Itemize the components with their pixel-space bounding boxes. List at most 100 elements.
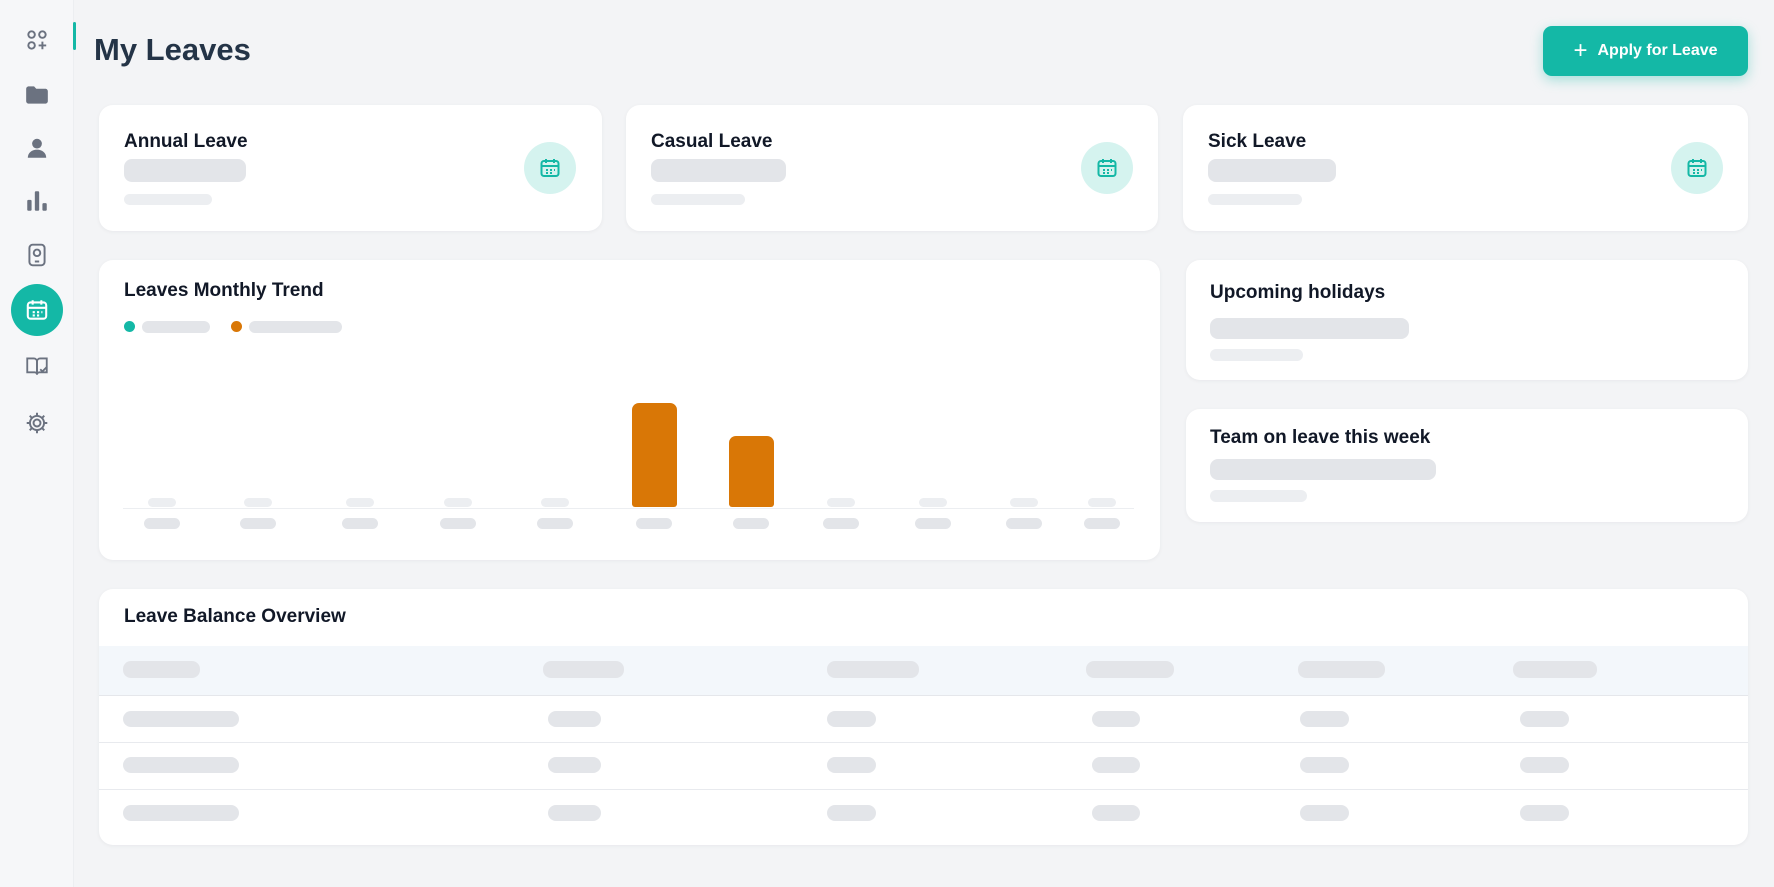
table-cell-placeholder	[1300, 757, 1349, 773]
table-header-cell-placeholder	[1298, 661, 1385, 678]
table-cell-placeholder	[1300, 711, 1349, 727]
calendar-icon	[26, 300, 48, 320]
user-icon	[27, 138, 47, 158]
apply-for-leave-button[interactable]: + Apply for Leave	[1543, 26, 1748, 76]
sidebar-item-library[interactable]	[11, 340, 63, 392]
annual-leave-value-placeholder	[124, 159, 246, 182]
legend-dot-series-2	[231, 321, 242, 332]
sick-leave-card[interactable]: Sick Leave	[1183, 105, 1748, 231]
book-icon	[26, 357, 48, 375]
x-tick-placeholder	[823, 518, 859, 529]
sick-leave-subtext-placeholder	[1208, 194, 1302, 205]
x-tick-placeholder	[915, 518, 951, 529]
table-cell-placeholder	[827, 757, 876, 773]
chart-bar[interactable]	[728, 436, 774, 507]
calendar-icon	[1097, 159, 1117, 177]
table-cell-placeholder	[1520, 805, 1569, 821]
table-cell-placeholder	[548, 757, 601, 773]
sick-leave-value-placeholder	[1208, 159, 1336, 182]
plus-icon: +	[1573, 37, 1588, 64]
casual-leave-subtext-placeholder	[651, 194, 745, 205]
table-header-cell-placeholder	[827, 661, 919, 678]
table-cell-placeholder	[1300, 805, 1349, 821]
sidebar-item-device[interactable]	[11, 229, 63, 281]
leave-balance-overview-card: Leave Balance Overview	[99, 589, 1748, 845]
x-tick-placeholder	[537, 518, 573, 529]
upcoming-holidays-title: Upcoming holidays	[1210, 282, 1386, 303]
sick-leave-icon-badge	[1671, 142, 1723, 194]
team-placeholder-line	[1210, 459, 1436, 480]
calendar-icon	[1687, 159, 1707, 177]
x-tick-placeholder	[1084, 518, 1120, 529]
annual-leave-icon-badge	[524, 142, 576, 194]
sidebar-item-files[interactable]	[11, 69, 63, 121]
holiday-placeholder-subline	[1210, 349, 1303, 361]
team-on-leave-title: Team on leave this week	[1210, 427, 1431, 448]
chart-value-placeholder	[827, 498, 855, 507]
table-header-cell-placeholder	[1513, 661, 1597, 678]
table-cell-placeholder	[827, 805, 876, 821]
sick-leave-title: Sick Leave	[1208, 131, 1307, 152]
leaves-monthly-trend-card: Leaves Monthly Trend	[99, 260, 1160, 560]
page-title: My Leaves	[94, 32, 251, 67]
device-icon	[28, 243, 46, 267]
table-cell-placeholder	[1092, 757, 1140, 773]
sidebar-item-profile[interactable]	[11, 122, 63, 174]
legend-dot-series-1	[124, 321, 135, 332]
sidebar-item-apps[interactable]	[11, 14, 63, 66]
leave-balance-overview-title: Leave Balance Overview	[124, 606, 346, 627]
chart-value-placeholder	[1010, 498, 1038, 507]
table-cell-placeholder	[1520, 757, 1569, 773]
leaves-monthly-trend-title: Leaves Monthly Trend	[124, 280, 324, 301]
legend-label-placeholder-1	[142, 321, 210, 333]
team-placeholder-subline	[1210, 490, 1307, 502]
x-tick-placeholder	[733, 518, 769, 529]
casual-leave-icon-badge	[1081, 142, 1133, 194]
table-header-cell-placeholder	[543, 661, 624, 678]
x-tick-placeholder	[240, 518, 276, 529]
table-row-label-placeholder	[123, 757, 239, 773]
calendar-icon	[540, 159, 560, 177]
chart-value-placeholder	[541, 498, 569, 507]
apply-for-leave-label: Apply for Leave	[1597, 42, 1718, 59]
casual-leave-value-placeholder	[651, 159, 786, 182]
sidebar-item-leaves[interactable]	[11, 284, 63, 336]
sidebar-item-settings[interactable]	[11, 397, 63, 449]
casual-leave-card[interactable]: Casual Leave	[626, 105, 1158, 231]
apps-add-icon	[27, 30, 47, 50]
x-tick-placeholder	[342, 518, 378, 529]
chart-value-placeholder	[148, 498, 176, 507]
table-cell-placeholder	[827, 711, 876, 727]
x-tick-placeholder	[636, 518, 672, 529]
chart-value-placeholder	[1088, 498, 1116, 507]
table-row-divider	[99, 789, 1748, 790]
chart-bar[interactable]	[631, 403, 677, 507]
table-cell-placeholder	[548, 805, 601, 821]
table-cell-placeholder	[1520, 711, 1569, 727]
table-cell-placeholder	[1092, 711, 1140, 727]
chart-value-placeholder	[244, 498, 272, 507]
sidebar-item-reports[interactable]	[11, 175, 63, 227]
table-cell-placeholder	[548, 711, 601, 727]
annual-leave-card[interactable]: Annual Leave	[99, 105, 602, 231]
holiday-placeholder-line	[1210, 318, 1409, 339]
sidebar-active-indicator	[73, 22, 76, 50]
x-tick-placeholder	[440, 518, 476, 529]
sidebar	[0, 0, 74, 887]
table-row-label-placeholder	[123, 805, 239, 821]
balance-table-header	[99, 646, 1748, 696]
chart-value-placeholder	[444, 498, 472, 507]
annual-leave-title: Annual Leave	[124, 131, 248, 152]
legend-label-placeholder-2	[249, 321, 342, 333]
annual-leave-subtext-placeholder	[124, 194, 212, 205]
table-row-label-placeholder	[123, 711, 239, 727]
table-header-cell-placeholder	[1086, 661, 1174, 678]
chart-x-axis	[123, 508, 1134, 509]
table-header-cell-placeholder	[123, 661, 200, 678]
upcoming-holidays-card: Upcoming holidays	[1186, 260, 1748, 380]
gear-icon	[26, 412, 48, 434]
x-tick-placeholder	[144, 518, 180, 529]
table-cell-placeholder	[1092, 805, 1140, 821]
bar-chart-icon	[27, 191, 47, 211]
casual-leave-title: Casual Leave	[651, 131, 773, 152]
